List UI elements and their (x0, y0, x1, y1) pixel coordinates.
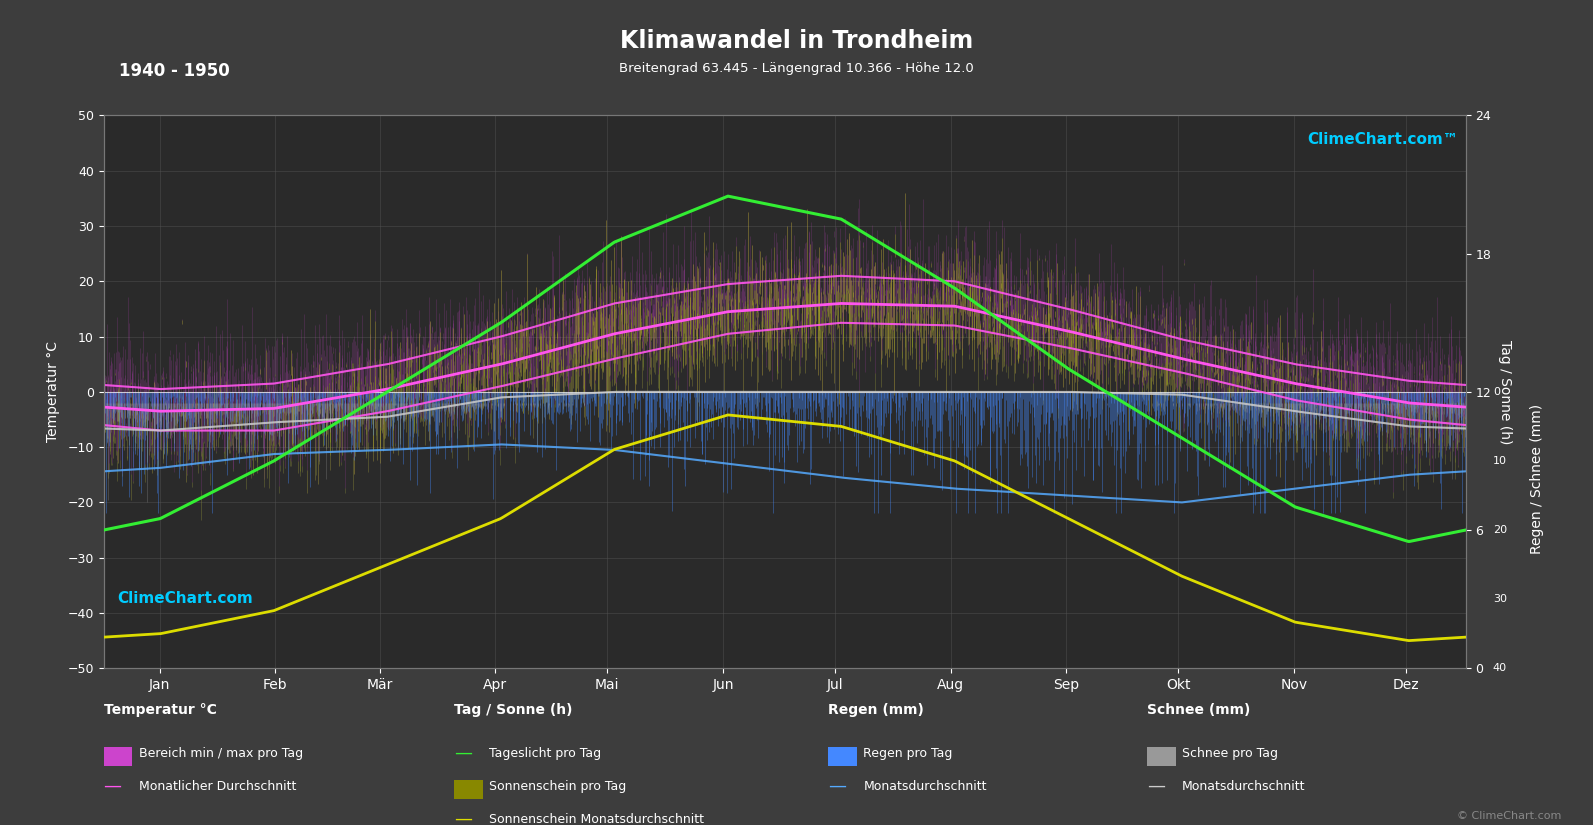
Text: ClimeChart.com: ClimeChart.com (118, 591, 253, 606)
Text: 40: 40 (1493, 663, 1507, 673)
Text: 20: 20 (1493, 525, 1507, 535)
Text: Bereich min / max pro Tag: Bereich min / max pro Tag (139, 747, 303, 761)
Text: Monatsdurchschnitt: Monatsdurchschnitt (863, 780, 988, 794)
Text: © ClimeChart.com: © ClimeChart.com (1456, 811, 1561, 821)
Text: Monatlicher Durchschnitt: Monatlicher Durchschnitt (139, 780, 296, 794)
Text: Sonnenschein pro Tag: Sonnenschein pro Tag (489, 780, 626, 794)
Text: 30: 30 (1493, 594, 1507, 604)
Text: Klimawandel in Trondheim: Klimawandel in Trondheim (620, 29, 973, 53)
Text: Regen pro Tag: Regen pro Tag (863, 747, 953, 761)
Text: Sonnenschein Monatsdurchschnitt: Sonnenschein Monatsdurchschnitt (489, 813, 704, 825)
Text: 1940 - 1950: 1940 - 1950 (119, 62, 231, 80)
Y-axis label: Temperatur °C: Temperatur °C (46, 342, 61, 442)
Text: —: — (1147, 776, 1164, 794)
Text: Tageslicht pro Tag: Tageslicht pro Tag (489, 747, 601, 761)
Text: —: — (454, 743, 472, 761)
Text: Temperatur °C: Temperatur °C (104, 703, 217, 717)
Text: Schnee pro Tag: Schnee pro Tag (1182, 747, 1278, 761)
Text: 10: 10 (1493, 456, 1507, 466)
Text: Schnee (mm): Schnee (mm) (1147, 703, 1251, 717)
Text: Breitengrad 63.445 - Längengrad 10.366 - Höhe 12.0: Breitengrad 63.445 - Längengrad 10.366 -… (620, 62, 973, 75)
Y-axis label: Tag / Sonne (h): Tag / Sonne (h) (1497, 340, 1512, 444)
Text: Regen (mm): Regen (mm) (828, 703, 924, 717)
Text: Tag / Sonne (h): Tag / Sonne (h) (454, 703, 572, 717)
Text: Regen / Schnee (mm): Regen / Schnee (mm) (1531, 403, 1544, 554)
Text: ClimeChart.com™: ClimeChart.com™ (1308, 132, 1459, 147)
Text: —: — (828, 776, 846, 794)
Text: —: — (454, 809, 472, 825)
Text: 0: 0 (1493, 387, 1499, 397)
Text: —: — (104, 776, 121, 794)
Text: Monatsdurchschnitt: Monatsdurchschnitt (1182, 780, 1306, 794)
